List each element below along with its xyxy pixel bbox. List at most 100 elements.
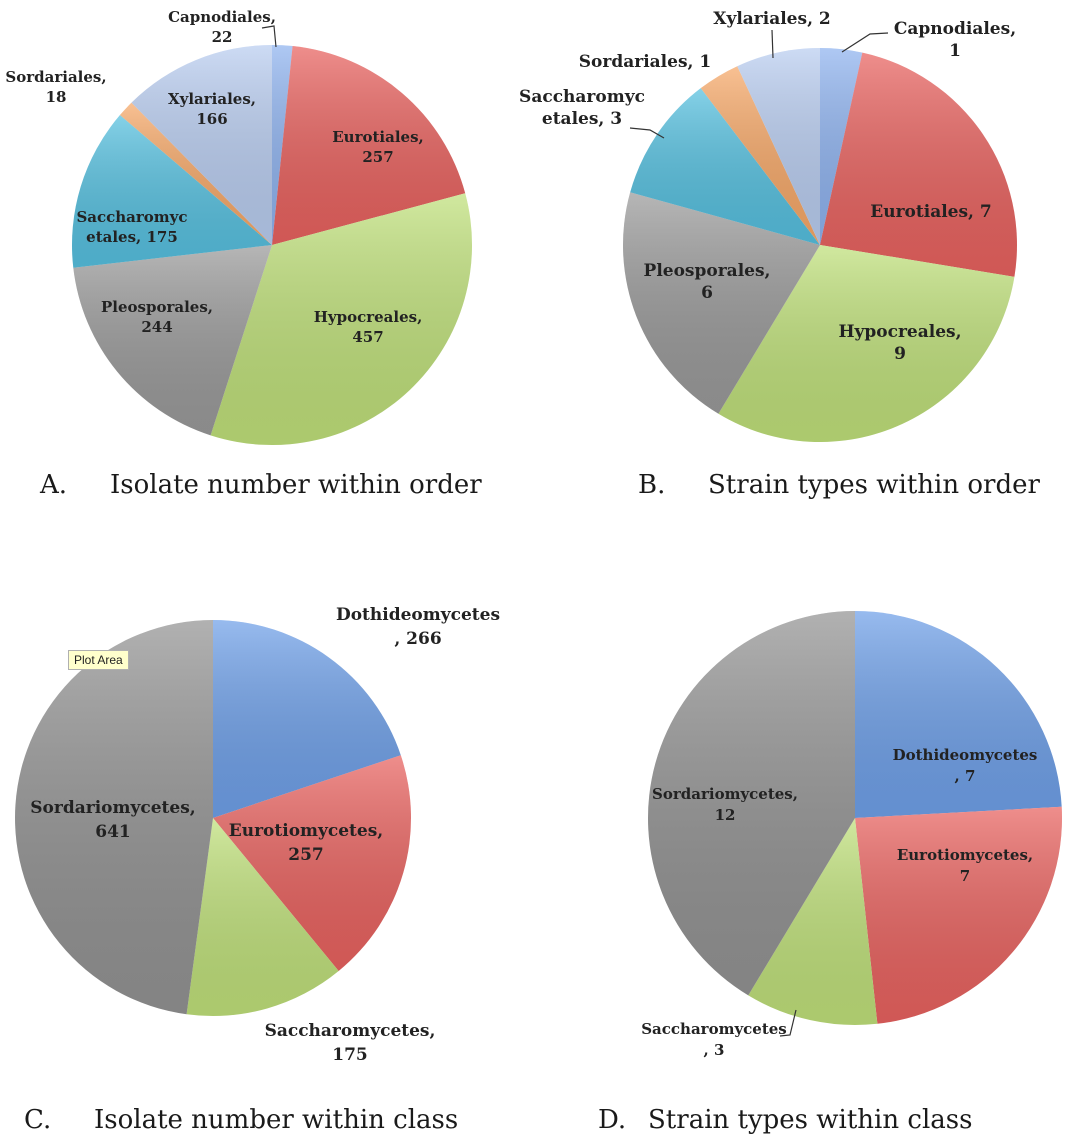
slice-shade-eurotiomycetes [855, 806, 1063, 1024]
leader-line-saccharomycetes [779, 1009, 797, 1037]
pie-chart-strain-class: Dothideomycetes , 7 Eurotiomycetes, 7 Saccha… [641, 611, 1063, 1059]
slice-shade-eurotiales [272, 46, 466, 246]
label-line: etales, 3 [542, 109, 622, 129]
caption-letter: C. [24, 1105, 52, 1135]
slice-label-pleosporales: Pleosporales, 6 [644, 261, 771, 303]
label-line: 9 [894, 344, 906, 364]
label-line: Eurotiomycetes, [897, 846, 1033, 864]
slice-label-sordariomycetes: Sordariomycetes, 12 [652, 785, 798, 824]
label-line: Capnodiales, [894, 19, 1016, 39]
label-line: Dothideomycetes [336, 605, 500, 625]
slice-shade-xylariales [737, 48, 820, 245]
slice-shade-sordariomycetes [15, 620, 214, 1015]
slice-label-pleosporales: Pleosporales, 244 [101, 298, 213, 336]
label-line: Capnodiales, [168, 8, 276, 26]
label-line: 18 [46, 88, 67, 106]
slice-shade-hypocreales [210, 193, 473, 445]
slice-shade-pleosporales [73, 245, 272, 436]
label-line: Sordariomycetes, [30, 798, 195, 818]
label-line: 1 [949, 41, 961, 61]
caption-text: Isolate number within class [94, 1105, 459, 1135]
slice-shade-capnodiales [820, 48, 863, 245]
label-line: , 266 [394, 629, 441, 649]
slice-label-capnodiales: Capnodiales, 1 [894, 19, 1016, 61]
slice-label-dothideomycetes: Dothideomycetes , 7 [893, 746, 1038, 785]
slice-shade-dothideomycetes [213, 620, 401, 818]
caption-d: D. Strain types within class [598, 1105, 972, 1135]
slice-label-eurotiales: Eurotiales, 7 [870, 202, 991, 222]
slice-label-sordariomycetes: Sordariomycetes, 641 [30, 798, 195, 842]
slice-label-sordariales: Sordariales, 1 [579, 52, 711, 72]
slice-label-eurotiales: Eurotiales, 257 [332, 128, 424, 166]
label-line: Dothideomycetes [893, 746, 1038, 764]
pie-chart-strain-order: Capnodiales, 1 Eurotiales, 7 Hypocreales, 9 P… [519, 9, 1017, 442]
label-line: Eurotiales, [332, 128, 424, 146]
slice-shade-saccharomycetes [186, 818, 339, 1016]
slice-label-hypocreales: Hypocreales, 457 [314, 308, 423, 346]
label-line: etales, 175 [86, 228, 178, 246]
leader-line-xylariales [771, 29, 774, 59]
leader-line-saccharomycetales [629, 127, 665, 139]
label-line: 166 [196, 110, 227, 128]
pie-chart-isolate-class: Dothideomycetes , 266 Eurotiomycetes, 257 Sa… [15, 605, 500, 1065]
slice-label-dothideomycetes: Dothideomycetes , 266 [336, 605, 500, 649]
caption-a: A. Isolate number within order [40, 470, 482, 500]
slice-label-xylariales: Xylariales, 2 [713, 9, 830, 29]
leader-line-capnodiales [841, 32, 889, 53]
label-line: Saccharomycetes [641, 1020, 787, 1038]
slice-shade-capnodiales [272, 44, 293, 245]
label-line: , 3 [704, 1041, 725, 1059]
label-line: Pleosporales, [644, 261, 771, 281]
slice-label-eurotiomycetes: Eurotiomycetes, 257 [229, 821, 383, 865]
label-line: Sordariomycetes, [652, 785, 798, 803]
label-line: 257 [362, 148, 393, 166]
plot-area-tooltip: Plot Area [68, 650, 129, 670]
caption-text: Strain types within class [648, 1105, 973, 1135]
slice-label-capnodiales: Capnodiales, 22 [168, 8, 276, 46]
label-line: 22 [212, 28, 233, 46]
slice-label-saccharomycetes: Saccharomycetes , 3 [641, 1020, 787, 1059]
label-line: Saccharomycetes, [265, 1021, 436, 1041]
slice-shade-sordariales [700, 66, 820, 246]
label-line: Sordariales, [5, 68, 106, 86]
caption-letter: D. [598, 1105, 627, 1135]
label-line: 257 [288, 845, 324, 865]
slice-shade-saccharomycetales [71, 115, 272, 268]
label-line: Xylariales, 2 [713, 9, 830, 29]
slice-label-saccharomycetales: Saccharomyc etales, 175 [76, 208, 187, 246]
label-line: Saccharomyc [76, 208, 187, 226]
caption-letter: A. [40, 470, 68, 500]
slice-shade-saccharomycetales [630, 88, 820, 245]
label-line: Hypocreales, [838, 322, 961, 342]
slice-label-sordariales: Sordariales, 18 [5, 68, 106, 106]
slice-label-saccharomycetales: Saccharomyc etales, 3 [519, 87, 645, 129]
label-line: Sordariales, 1 [579, 52, 711, 72]
label-line: Hypocreales, [314, 308, 423, 326]
label-line: 6 [701, 283, 713, 303]
slice-label-xylariales: Xylariales, 166 [168, 90, 256, 128]
caption-c: C. Isolate number within class [24, 1105, 458, 1135]
slice-shade-eurotiomycetes [213, 755, 412, 972]
slice-shade-xylariales [131, 44, 272, 245]
slice-shade-hypocreales [718, 245, 1015, 442]
slice-label-saccharomycetes: Saccharomycetes, 175 [265, 1021, 436, 1065]
label-line: Xylariales, [168, 90, 256, 108]
slice-shade-dothideomycetes [855, 611, 1062, 818]
label-line: Saccharomyc [519, 87, 645, 107]
label-line: , 7 [955, 767, 976, 785]
caption-text: Strain types within order [708, 470, 1040, 500]
label-line: 12 [715, 806, 736, 824]
caption-text: Isolate number within order [110, 470, 482, 500]
slice-shade-sordariales [119, 102, 273, 245]
label-line: 7 [960, 867, 970, 885]
caption-letter: B. [638, 470, 666, 500]
slice-label-eurotiomycetes: Eurotiomycetes, 7 [897, 846, 1033, 885]
label-line: 244 [141, 318, 172, 336]
label-line: Eurotiomycetes, [229, 821, 383, 841]
slice-shade-sordariomycetes [647, 611, 855, 996]
caption-b: B. Strain types within order [638, 470, 1040, 500]
label-line: Eurotiales, 7 [870, 202, 991, 222]
slice-shade-saccharomycetes [748, 818, 878, 1026]
slice-label-hypocreales: Hypocreales, 9 [838, 322, 961, 364]
